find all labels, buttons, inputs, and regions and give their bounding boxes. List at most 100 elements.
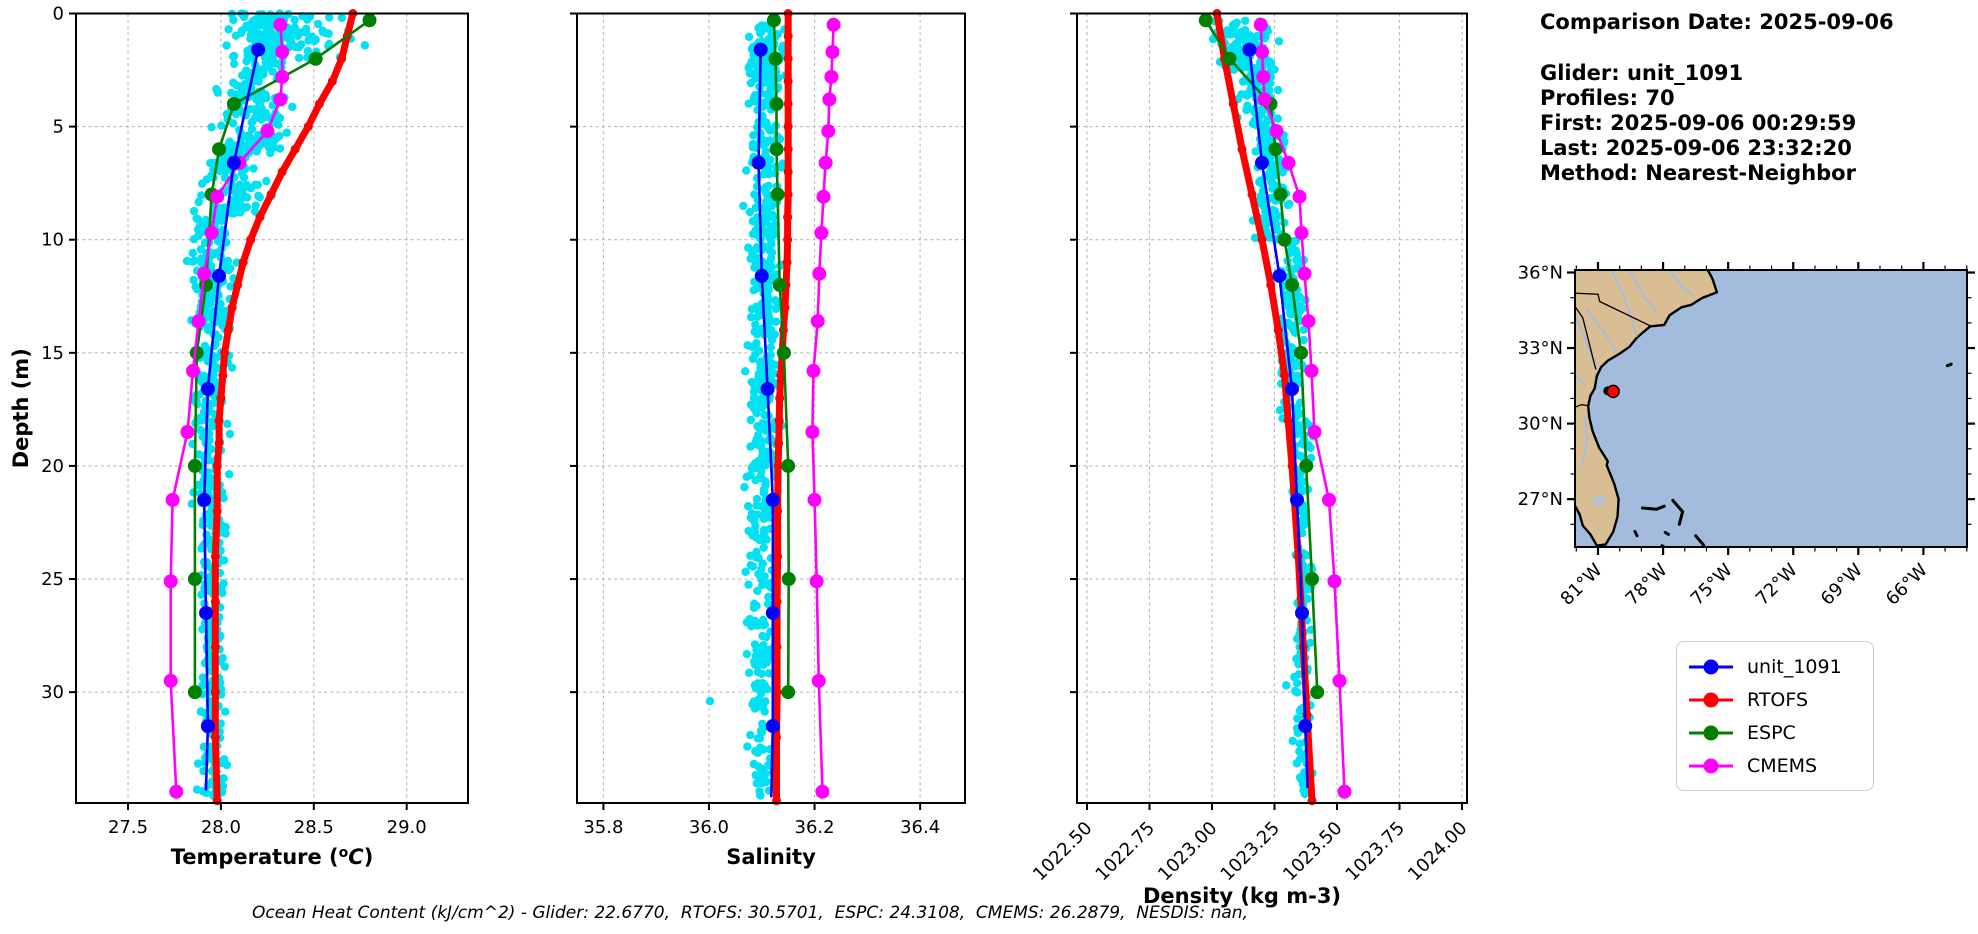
series-ESPC-marker (1294, 345, 1308, 360)
series-RTOFS-marker (227, 303, 237, 313)
series-RTOFS-marker (220, 348, 230, 358)
y-tick-label: 20 (41, 456, 64, 477)
legend-label: unit_1091 (1747, 655, 1842, 678)
series-CMEMS-marker (1294, 225, 1309, 240)
glider-raw-observations (1208, 16, 1318, 799)
axis-ticks: 35.8 36.0 36.2 36.4 (570, 12, 940, 838)
x-tick-label: 29.0 (387, 817, 427, 838)
series-CMEMS-marker (1281, 155, 1296, 170)
series-RTOFS-marker (327, 76, 337, 86)
series-RTOFS-marker (1237, 144, 1247, 154)
series-RTOFS-marker (303, 122, 313, 132)
series-RTOFS-marker (246, 235, 256, 245)
series-unit_1091-marker (765, 492, 780, 507)
series-CMEMS-marker (818, 155, 833, 170)
x-tick-label: 1022.50 (1029, 818, 1096, 885)
series-unit_1091-marker (765, 719, 780, 734)
series-RTOFS-marker (783, 235, 793, 245)
series-CMEMS-marker (824, 69, 839, 84)
river (1611, 270, 1638, 337)
y-tick-label: 30 (41, 682, 64, 703)
series-RTOFS-marker (772, 732, 782, 742)
density-profile-panel: 1022.501022.751023.001023.251023.501023.… (1029, 9, 1472, 908)
map-lon-label: 75°W (1687, 560, 1737, 610)
map-lon-label: 78°W (1622, 560, 1672, 610)
series-RTOFS-marker (772, 597, 782, 607)
series-ESPC (1198, 13, 1325, 700)
series-RTOFS-marker (210, 642, 220, 652)
series-unit_1091 (751, 42, 780, 798)
series-RTOFS-marker (212, 461, 222, 471)
series-CMEMS (163, 17, 290, 799)
series-unit_1091-marker (751, 155, 766, 170)
series-ESPC-marker (769, 96, 784, 111)
series-RTOFS-marker (210, 551, 220, 561)
river (1585, 308, 1618, 353)
series-RTOFS-marker (1228, 99, 1238, 109)
series-ESPC-marker (768, 51, 783, 66)
state-border (1575, 404, 1588, 408)
legend-marker-unit_1091 (1689, 659, 1733, 674)
series-RTOFS-marker (214, 416, 224, 426)
series-RTOFS-marker (210, 732, 220, 742)
series-unit_1091-line (202, 48, 260, 791)
series-ESPC-marker (770, 187, 785, 202)
series-unit_1091-marker (1290, 492, 1304, 507)
legend-label: ESPC (1747, 721, 1796, 744)
series-RTOFS-marker (1266, 280, 1276, 290)
island-outline (1633, 529, 1639, 538)
series-RTOFS-marker (223, 325, 233, 335)
y-axis-label-depth: Depth (m) (9, 348, 33, 468)
series-CMEMS-marker (1257, 92, 1272, 107)
series-CMEMS-marker (204, 225, 219, 240)
series-RTOFS-marker (776, 370, 786, 380)
series-ESPC-marker (781, 458, 796, 473)
model-legend: unit_1091 RTOFS ESPC CMEMS (1676, 641, 1874, 791)
series-CMEMS-line (169, 23, 284, 793)
grid-lines (577, 13, 965, 803)
series-RTOFS-marker (255, 212, 265, 222)
legend-item-unit_1091: unit_1091 (1687, 650, 1863, 683)
series-RTOFS-marker (783, 122, 793, 132)
axis-ticks: 1022.501022.751023.001023.251023.501023.… (1029, 12, 1472, 885)
series-ESPC-marker (1277, 232, 1292, 247)
series-RTOFS-marker (773, 551, 783, 561)
series-unit_1091-marker (1255, 155, 1269, 170)
map-lon-label: 66°W (1882, 560, 1932, 610)
series-unit_1091-marker (1298, 719, 1313, 734)
series-unit_1091-marker (251, 42, 266, 57)
series-ESPC-line (772, 19, 790, 694)
series-unit_1091-marker (754, 268, 769, 283)
state-border (1575, 292, 1651, 327)
series-ESPC-marker (1305, 572, 1319, 587)
river (1668, 270, 1694, 296)
series-CMEMS-marker (1304, 363, 1319, 378)
series-RTOFS-marker (780, 303, 790, 313)
river (1580, 416, 1588, 467)
info-gap (1540, 35, 1894, 61)
x-tick-label: 36.0 (689, 817, 729, 838)
last-profile-time-text: Last: 2025-09-06 23:32:20 (1540, 136, 1852, 160)
series-ESPC-marker (226, 96, 241, 111)
series-CMEMS-line (811, 23, 835, 793)
series-RTOFS-marker (773, 506, 783, 516)
glider-raw-observations (182, 9, 370, 801)
series-CMEMS-marker (1327, 574, 1342, 589)
series-unit_1091-marker (753, 42, 768, 57)
series-ESPC-marker (212, 142, 227, 157)
series-unit_1091 (1242, 42, 1313, 789)
series-ESPC-marker (766, 13, 781, 28)
series-CMEMS-marker (814, 225, 829, 240)
legend-marker-ESPC (1689, 725, 1733, 740)
map-lat-label: 30°N (1518, 414, 1563, 435)
series-RTOFS-marker (775, 393, 785, 403)
series-RTOFS-marker (772, 687, 782, 697)
series-CMEMS-marker (273, 17, 288, 32)
series-RTOFS-line (211, 10, 357, 805)
map-lon-label: 72°W (1752, 560, 1802, 610)
series-RTOFS-marker (773, 461, 783, 471)
series-ESPC-marker (1310, 685, 1325, 700)
series-unit_1091-marker (1285, 382, 1299, 397)
